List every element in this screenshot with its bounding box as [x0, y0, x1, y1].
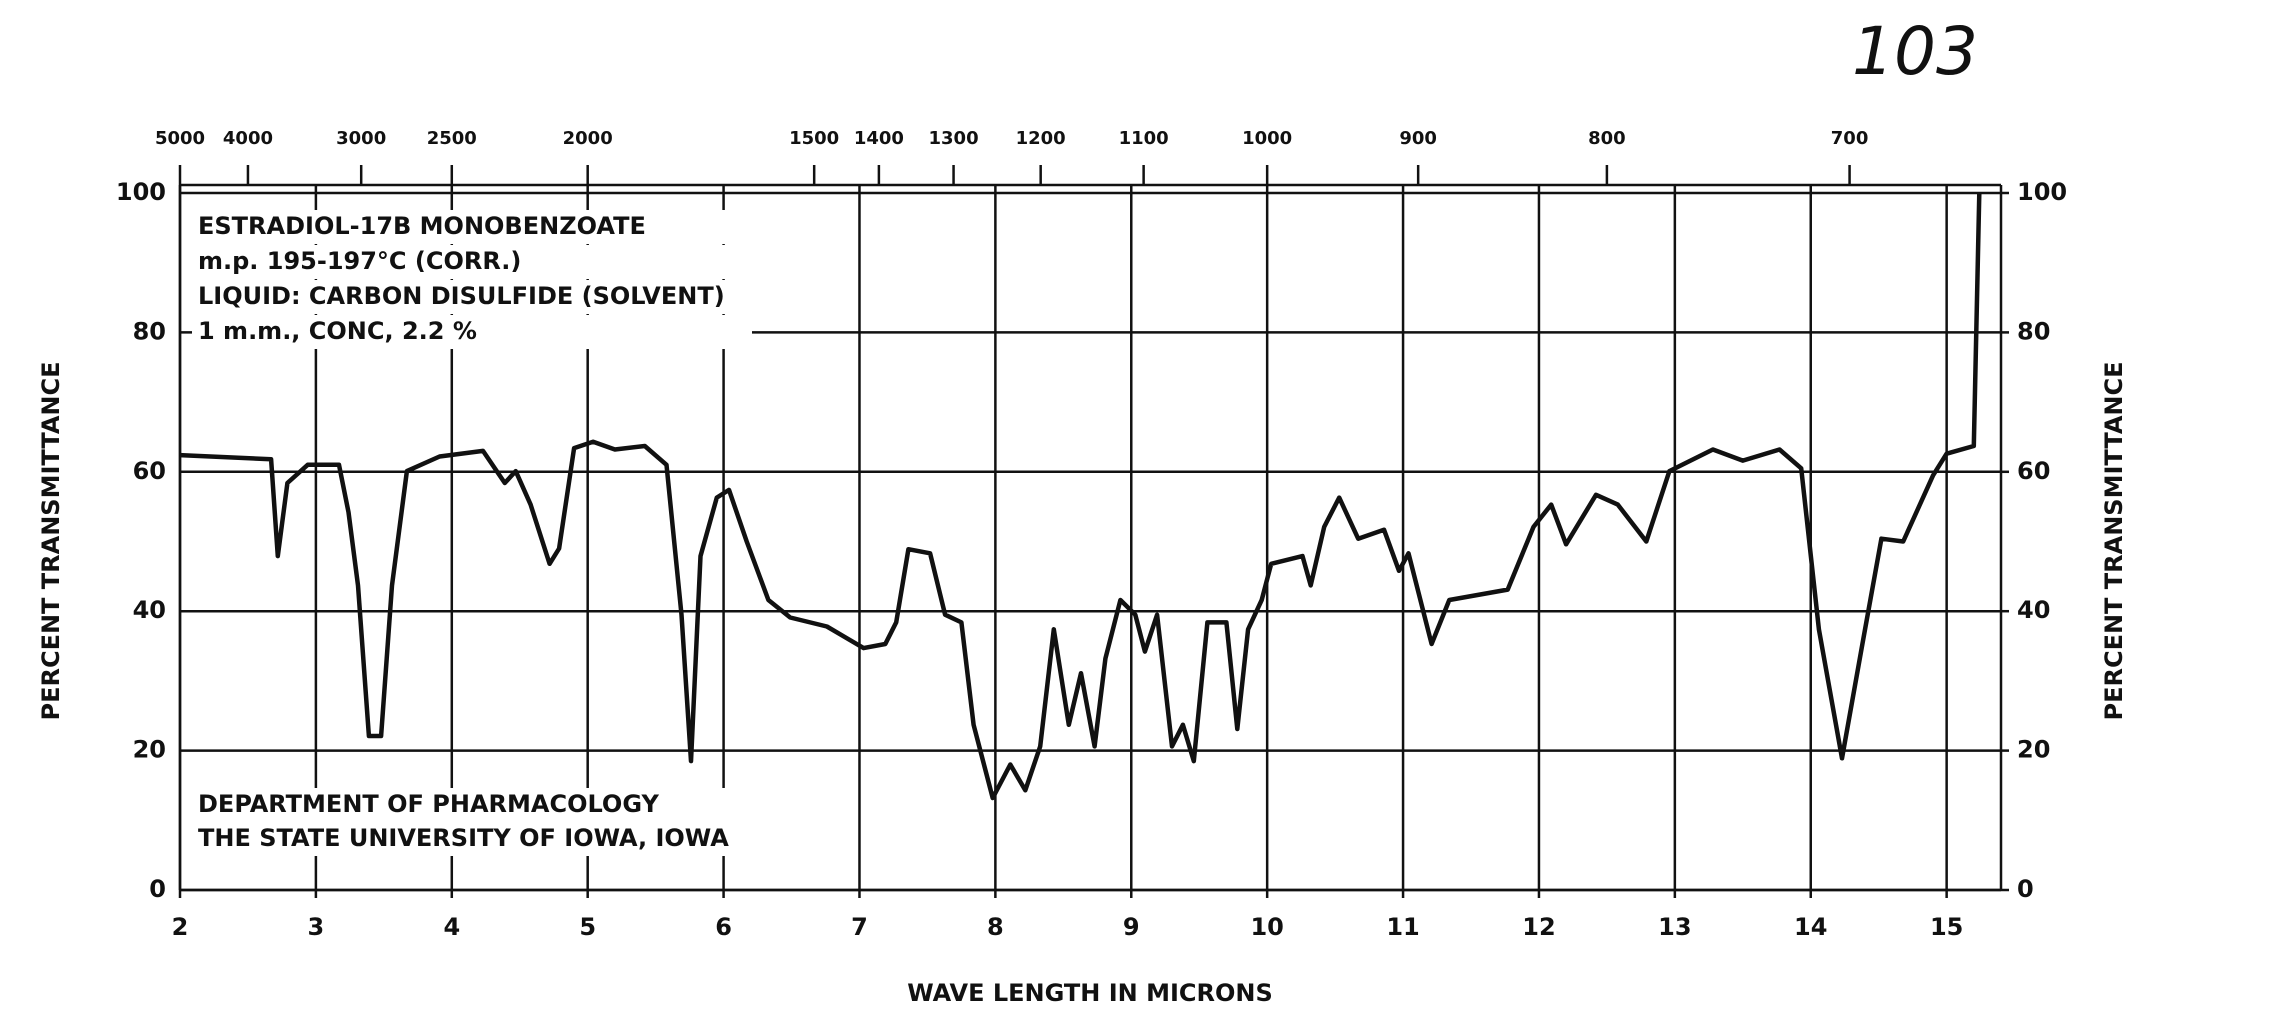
x2-tick-label: 3000	[336, 128, 386, 149]
annotation-bg	[192, 788, 752, 822]
y2-tick-label: 20	[2017, 736, 2050, 764]
y-tick-label: 60	[133, 457, 166, 485]
x2-tick-label: 900	[1399, 128, 1437, 149]
y2-tick-label: 80	[2017, 317, 2050, 345]
x2-tick-label: 1400	[854, 128, 904, 149]
annotation-bg	[192, 245, 752, 279]
x-tick-label: 8	[987, 913, 1004, 941]
annotation: DEPARTMENT OF PHARMACOLOGY	[198, 790, 660, 818]
annotation: 1 m.m., CONC, 2.2 %	[198, 317, 477, 345]
x2-tick-label: 1200	[1016, 128, 1066, 149]
x-tick-label: 7	[851, 913, 868, 941]
x-tick-label: 6	[715, 913, 732, 941]
x-tick-label: 11	[1386, 913, 1419, 941]
x-tick-label: 4	[443, 913, 460, 941]
x2-tick-label: 1300	[929, 128, 979, 149]
x-tick-label: 12	[1522, 913, 1555, 941]
annotation-bg	[192, 210, 752, 244]
x-tick-label: 3	[308, 913, 325, 941]
annotation-bg	[192, 315, 752, 349]
x2-tick-label: 2000	[563, 128, 613, 149]
x-tick-label: 15	[1930, 913, 1963, 941]
annotation: m.p. 195-197°C (CORR.)	[198, 247, 521, 275]
x-tick-label: 14	[1794, 913, 1827, 941]
spectrum-line	[179, 192, 1982, 801]
x-tick-label: 13	[1658, 913, 1691, 941]
page-number: 103	[1852, 13, 1978, 90]
y-tick-label: 100	[116, 178, 166, 206]
y-tick-label: 40	[133, 596, 166, 624]
y-tick-label: 80	[133, 317, 166, 345]
x2-tick-label: 1100	[1119, 128, 1169, 149]
x2-tick-label: 5000	[155, 128, 205, 149]
x2-tick-label: 4000	[223, 128, 273, 149]
y-axis-label: PERCENT TRANSMITTANCE	[37, 362, 65, 721]
x-tick-label: 10	[1250, 913, 1283, 941]
y2-axis-label: PERCENT TRANSMITTANCE	[2100, 362, 2128, 721]
x2-tick-label: 1500	[789, 128, 839, 149]
x2-tick-label: 700	[1831, 128, 1869, 149]
x2-tick-label: 1000	[1242, 128, 1292, 149]
annotation: LIQUID: CARBON DISULFIDE (SOLVENT)	[198, 282, 725, 310]
annotation-bg	[192, 280, 752, 314]
annotation-bg	[192, 822, 752, 856]
annotation: ESTRADIOL-17B MONOBENZOATE	[198, 212, 646, 240]
x-tick-label: 5	[579, 913, 596, 941]
x-tick-label: 2	[172, 913, 189, 941]
x2-tick-label: 2500	[427, 128, 477, 149]
y2-tick-label: 60	[2017, 457, 2050, 485]
annotation: THE STATE UNIVERSITY OF IOWA, IOWA	[198, 824, 729, 852]
y-tick-label: 20	[133, 736, 166, 764]
y2-tick-label: 100	[2017, 178, 2067, 206]
x-tick-label: 9	[1123, 913, 1140, 941]
x-axis-label: WAVE LENGTH IN MICRONS	[907, 979, 1273, 1007]
y-tick-label: 0	[149, 875, 166, 903]
x2-tick-label: 800	[1588, 128, 1626, 149]
y2-tick-label: 0	[2017, 875, 2034, 903]
y2-tick-label: 40	[2017, 596, 2050, 624]
